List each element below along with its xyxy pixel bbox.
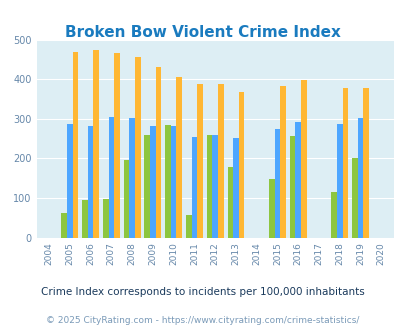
Bar xyxy=(274,129,279,238)
Bar xyxy=(61,213,67,238)
Bar xyxy=(295,122,301,238)
Bar xyxy=(217,84,223,238)
Bar xyxy=(232,138,238,238)
Bar xyxy=(227,167,232,238)
Bar xyxy=(150,125,155,238)
Bar xyxy=(72,52,78,238)
Text: Crime Index corresponds to incidents per 100,000 inhabitants: Crime Index corresponds to incidents per… xyxy=(41,287,364,297)
Bar xyxy=(191,137,197,238)
Bar xyxy=(336,124,342,238)
Bar xyxy=(87,125,93,238)
Bar xyxy=(289,136,295,238)
Bar xyxy=(185,214,191,238)
Bar xyxy=(269,179,274,238)
Bar xyxy=(102,199,108,238)
Bar xyxy=(330,192,336,238)
Bar xyxy=(197,84,202,238)
Bar xyxy=(301,81,306,238)
Bar xyxy=(134,57,140,238)
Bar xyxy=(279,86,285,238)
Bar xyxy=(93,50,99,238)
Bar xyxy=(124,160,129,238)
Bar xyxy=(114,53,119,238)
Bar xyxy=(362,87,368,238)
Bar xyxy=(357,117,362,238)
Text: Broken Bow Violent Crime Index: Broken Bow Violent Crime Index xyxy=(65,25,340,40)
Bar xyxy=(129,117,134,238)
Bar xyxy=(206,135,212,238)
Bar xyxy=(108,117,114,238)
Bar xyxy=(171,126,176,238)
Bar xyxy=(82,200,87,238)
Bar xyxy=(155,67,161,238)
Bar xyxy=(351,158,357,238)
Bar xyxy=(212,135,217,238)
Bar xyxy=(165,125,171,238)
Bar xyxy=(67,124,72,238)
Bar xyxy=(342,87,347,238)
Bar xyxy=(144,135,150,238)
Bar xyxy=(176,77,181,238)
Bar xyxy=(238,92,244,238)
Text: © 2025 CityRating.com - https://www.cityrating.com/crime-statistics/: © 2025 CityRating.com - https://www.city… xyxy=(46,316,359,325)
